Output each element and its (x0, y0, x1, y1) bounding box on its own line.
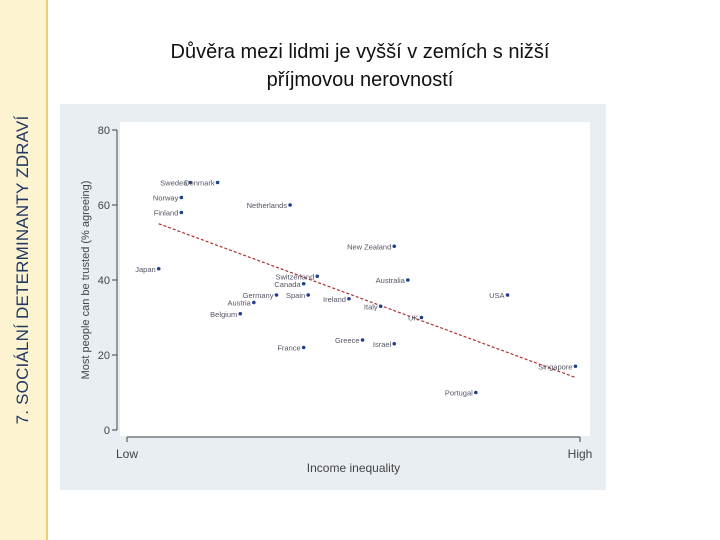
point-label: Canada (274, 280, 301, 289)
point-label: Singapore (538, 362, 572, 371)
data-point (360, 338, 365, 342)
data-point (378, 304, 383, 309)
data-point (347, 296, 351, 301)
x-axis-title: Income inequality (307, 461, 400, 475)
data-point (573, 364, 578, 369)
y-tick-label: 0 (104, 425, 110, 437)
point-label: France (277, 344, 300, 353)
data-point (392, 341, 397, 346)
trend-line (158, 223, 576, 379)
point-label: New Zealand (347, 242, 391, 251)
x-tick-label: Low (116, 447, 138, 461)
point-label: Norway (153, 194, 179, 203)
point-label: UK (408, 314, 418, 323)
data-point (215, 180, 220, 185)
y-tick-label: 60 (98, 200, 110, 212)
data-point (505, 293, 510, 297)
data-point (188, 180, 193, 185)
y-tick-label: 80 (98, 125, 110, 137)
data-point (301, 345, 306, 350)
slide-title-line-1: Důvěra mezi lidmi je vyšší v zemích s ni… (170, 41, 550, 63)
point-label: Denmark (184, 179, 215, 188)
data-point (301, 281, 306, 286)
point-label: Ireland (323, 295, 346, 304)
data-point (419, 315, 424, 320)
slide-title: Důvěra mezi lidmi je vyšší v zemích s ni… (60, 38, 660, 94)
data-point (179, 195, 184, 200)
point-label: Belgium (210, 310, 237, 319)
data-point (274, 293, 279, 297)
point-label: Portugal (445, 389, 473, 398)
y-tick-label: 20 (98, 350, 110, 362)
data-point (288, 203, 292, 207)
data-point (392, 244, 397, 249)
point-label: Germany (243, 291, 274, 300)
data-point (315, 274, 320, 279)
data-point (406, 278, 410, 282)
plot-area (120, 122, 590, 436)
point-label: Sweden (160, 179, 187, 188)
y-tick-label: 40 (98, 275, 110, 287)
point-label: Israel (373, 340, 392, 349)
point-label: Finland (154, 209, 179, 218)
data-point (306, 293, 311, 297)
point-label: Switzerland (275, 272, 314, 281)
data-point (252, 300, 256, 305)
point-label: Austria (227, 299, 251, 308)
point-label: Italy (364, 302, 378, 311)
point-label: USA (489, 291, 504, 300)
y-axis-title: Most people can be trusted (% agreeing) (80, 181, 92, 380)
point-label: Australia (376, 276, 406, 285)
sidebar-divider (46, 0, 48, 540)
sidebar (0, 0, 46, 540)
point-label: Spain (286, 291, 305, 300)
x-tick-label: High (568, 447, 593, 461)
point-label: Greece (335, 336, 360, 345)
data-point (156, 266, 161, 271)
point-label: Japan (135, 265, 155, 274)
point-label: Netherlands (247, 201, 288, 210)
data-point (474, 390, 478, 395)
data-point (238, 311, 243, 316)
data-point (179, 210, 184, 215)
slide-title-line-2: příjmovou nerovností (266, 69, 454, 91)
